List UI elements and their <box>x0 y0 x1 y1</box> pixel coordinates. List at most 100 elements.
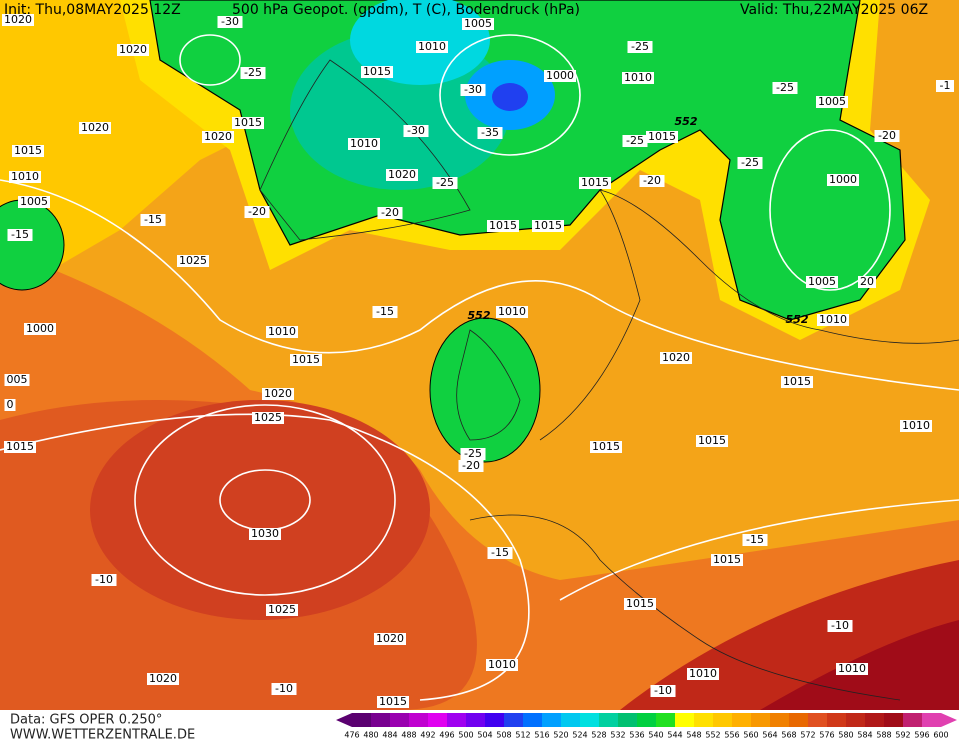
contour-label: -20 <box>458 459 484 472</box>
label-box <box>590 441 622 453</box>
colorbar-cell <box>751 713 770 727</box>
contour-label: 1015 <box>696 434 728 447</box>
label-box <box>858 276 876 288</box>
label-box <box>12 145 44 157</box>
label-box <box>266 604 298 616</box>
contour-label: 1025 <box>266 603 298 616</box>
contour-label: -15 <box>487 546 513 559</box>
contour-label-text: 1010 <box>498 305 526 318</box>
contour-label: -25 <box>240 66 266 79</box>
contour-label: 1015 <box>711 553 743 566</box>
contour-label-text: 1020 <box>662 351 690 364</box>
label-box <box>772 82 798 94</box>
colorbar-label: 540 <box>648 731 663 740</box>
colorbar-cell <box>542 713 561 727</box>
colorbar-cell <box>428 713 447 727</box>
contour-label-text: 1015 <box>379 695 407 708</box>
contour-label: -1 <box>936 79 954 92</box>
label-box <box>827 620 853 632</box>
colorbar-label: 536 <box>629 731 644 740</box>
label-box <box>460 84 486 96</box>
colorbar-label: 560 <box>743 731 758 740</box>
contour-label: 1015 <box>624 597 656 610</box>
contour-label-text: -30 <box>407 124 425 137</box>
contour-label-text: 1030 <box>251 527 279 540</box>
label-box <box>687 668 719 680</box>
colorbar-label: 556 <box>724 731 739 740</box>
contour-label-text: 1020 <box>119 43 147 56</box>
colorbar-cell <box>903 713 922 727</box>
colorbar-cell <box>675 713 694 727</box>
contour-label: 1005 <box>18 195 50 208</box>
label-box <box>711 554 743 566</box>
contour-label: 1015 <box>646 130 678 143</box>
init-time: Init: Thu,08MAY2025 12Z <box>4 2 181 18</box>
label-box <box>140 214 166 226</box>
label-box <box>24 323 56 335</box>
contour-label-text: 1015 <box>592 440 620 453</box>
colorbar-cell <box>732 713 751 727</box>
label-box <box>496 306 528 318</box>
contour-label-text: -10 <box>95 573 113 586</box>
label-box <box>622 135 648 147</box>
contour-label-text: 1000 <box>26 322 54 335</box>
contour-label: -25 <box>460 447 486 460</box>
isobar <box>134 404 396 596</box>
map: 1020 1020 -30 -25 1005 1010 -25 1015 1000 1010 -30… <box>0 0 959 710</box>
colorbar-label: 596 <box>914 731 929 740</box>
colorbar-cell <box>808 713 827 727</box>
label-box <box>117 44 149 56</box>
contour-label-text: 1005 <box>808 275 836 288</box>
contour-label-text: 1015 <box>648 130 676 143</box>
label-box <box>816 96 848 108</box>
contour-label: 1010 <box>496 305 528 318</box>
colorbar-label: 548 <box>686 731 701 740</box>
label-box <box>477 127 503 139</box>
contour-label-text: -20 <box>462 459 480 472</box>
label-box <box>486 659 518 671</box>
label-box <box>462 18 494 30</box>
colorbar-cell <box>656 713 675 727</box>
contour-label: 1010 <box>836 662 868 675</box>
contour-label: -15 <box>140 213 166 226</box>
data-source: Data: GFS OPER 0.250° <box>10 713 162 728</box>
label-box <box>639 175 665 187</box>
contour-label-text: -25 <box>776 81 794 94</box>
label-box <box>624 598 656 610</box>
contour-label: 1010 <box>9 170 41 183</box>
contour-label-text: 1010 <box>819 313 847 326</box>
colorbar-label: 512 <box>515 731 530 740</box>
colorbar-label: 592 <box>895 731 910 740</box>
contour-label-text: 1015 <box>292 353 320 366</box>
label-box <box>348 138 380 150</box>
colorbar-cell <box>371 713 390 727</box>
contour-label-text: 552 <box>675 115 698 128</box>
colorbar-cell <box>789 713 808 727</box>
colorbar-cell <box>447 713 466 727</box>
contour-label-text: -1 <box>940 79 951 92</box>
label-box <box>262 388 294 400</box>
contour-label: -20 <box>244 205 270 218</box>
contour-label: 1010 <box>687 667 719 680</box>
label-box <box>372 306 398 318</box>
contour-label: 1020 <box>262 387 294 400</box>
contour-label-text: 1010 <box>902 419 930 432</box>
contour-label: 1015 <box>361 65 393 78</box>
contour-label: 1010 <box>486 658 518 671</box>
colorbar-label: 576 <box>819 731 834 740</box>
colorbar-cell <box>580 713 599 727</box>
contour-label: 1010 <box>416 40 448 53</box>
label-box <box>4 374 30 386</box>
contour-label-text: 1015 <box>626 597 654 610</box>
contour-label: 1020 <box>660 351 692 364</box>
colorbar-label: 524 <box>572 731 587 740</box>
colorbar-cell <box>352 713 371 727</box>
colorbar-label: 520 <box>553 731 568 740</box>
contour-label: 1000 <box>544 69 576 82</box>
contour-label-text: 1015 <box>534 219 562 232</box>
contour-label: -30 <box>217 15 243 28</box>
colorbar-label: 580 <box>838 731 853 740</box>
contour-label: 1010 <box>348 137 380 150</box>
contour-label: -10 <box>271 682 297 695</box>
